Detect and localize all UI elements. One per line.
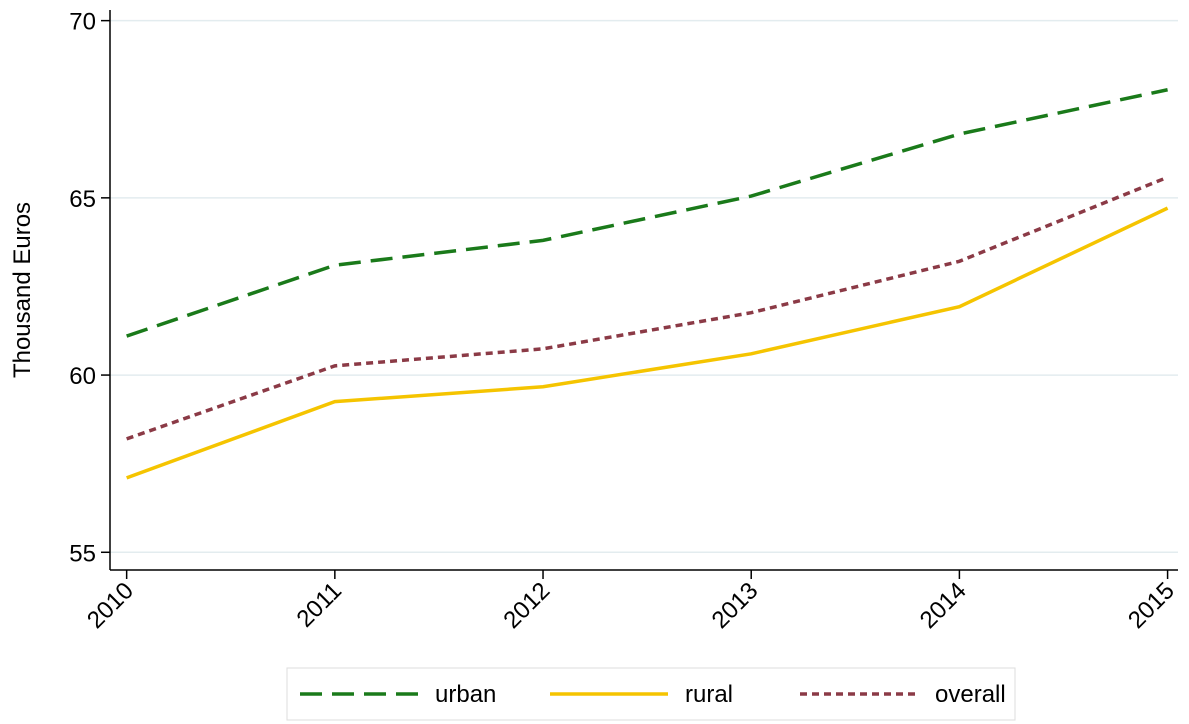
y-tick-label: 60 bbox=[69, 363, 96, 390]
legend-label: overall bbox=[935, 681, 1006, 708]
y-tick-label: 55 bbox=[69, 540, 96, 567]
legend-label: urban bbox=[435, 681, 496, 708]
y-axis-label: Thousand Euros bbox=[9, 202, 36, 378]
y-tick-label: 65 bbox=[69, 186, 96, 213]
legend-label: rural bbox=[685, 681, 733, 708]
series-line bbox=[126, 175, 1169, 441]
series-line bbox=[126, 206, 1169, 480]
y-tick-label: 70 bbox=[69, 9, 96, 36]
